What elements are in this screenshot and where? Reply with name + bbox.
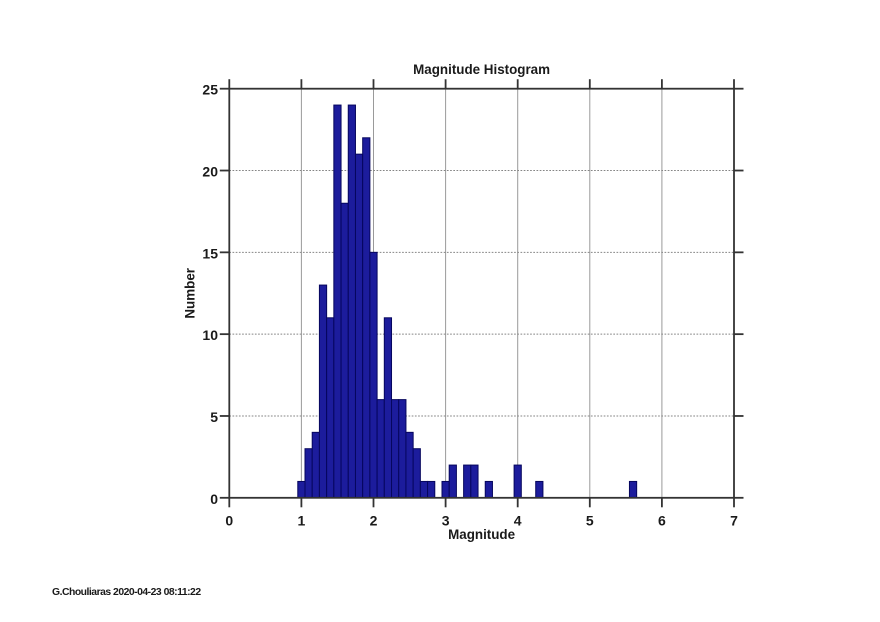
svg-text:2: 2	[370, 513, 378, 529]
svg-text:25: 25	[202, 82, 218, 98]
svg-text:0: 0	[210, 491, 218, 507]
svg-text:G.Chouliaras 2020-04-23 08:11:: G.Chouliaras 2020-04-23 08:11:22	[52, 587, 201, 598]
svg-text:0: 0	[225, 513, 233, 529]
svg-text:4: 4	[514, 513, 522, 529]
svg-text:20: 20	[202, 164, 218, 180]
svg-text:Magnitude: Magnitude	[448, 527, 515, 542]
svg-text:7: 7	[730, 513, 738, 529]
svg-text:3: 3	[442, 513, 450, 529]
svg-text:1: 1	[298, 513, 306, 529]
svg-text:5: 5	[210, 409, 218, 425]
svg-text:Number: Number	[183, 267, 198, 318]
svg-text:10: 10	[202, 327, 218, 343]
svg-text:6: 6	[658, 513, 666, 529]
svg-text:15: 15	[202, 245, 218, 261]
svg-text:Magnitude Histogram: Magnitude Histogram	[413, 62, 550, 77]
svg-text:5: 5	[586, 513, 594, 529]
